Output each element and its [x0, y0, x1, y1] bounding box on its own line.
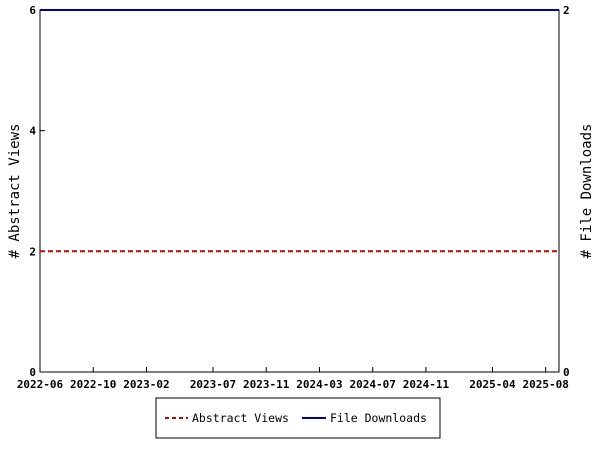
x-tick-label: 2022-10 — [70, 378, 116, 391]
right-tick-labels: 02 — [563, 4, 570, 379]
series-lines — [40, 9, 559, 253]
x-tick-label: 2024-07 — [350, 378, 396, 391]
x-tick-label: 2023-11 — [243, 378, 290, 391]
legend-label-file-downloads: File Downloads — [330, 411, 427, 425]
y-tick-label: 6 — [29, 4, 36, 17]
x-tick-label: 2025-08 — [523, 378, 569, 391]
x-tick-label: 2023-02 — [123, 378, 169, 391]
x-tick-labels: 2022-06 2022-10 2023-02 2023-07 2023-11 2024-… — [17, 378, 569, 391]
legend-box — [155, 397, 441, 439]
y2-tick-label: 0 — [563, 366, 570, 379]
y-axis-title: # Abstract Views — [7, 124, 23, 259]
x-tick-label: 2025-04 — [469, 378, 516, 391]
x-tick-label: 2023-07 — [190, 378, 236, 391]
x-tick-label: 2022-06 — [17, 378, 64, 391]
x-tick-label: 2024-03 — [296, 378, 342, 391]
plot-area — [39, 9, 560, 373]
y2-axis-title: # File Downloads — [579, 124, 595, 259]
y-tick-label: 4 — [29, 125, 36, 138]
legend: Abstract Views File Downloads — [155, 397, 441, 439]
y-tick-label: 0 — [29, 366, 36, 379]
legend-label-abstract-views: Abstract Views — [192, 411, 289, 425]
y2-tick-label: 2 — [563, 4, 570, 17]
x-tick-label: 2024-11 — [403, 378, 450, 391]
left-tick-labels: 0 2 4 6 — [29, 4, 36, 379]
y-tick-label: 2 — [29, 245, 36, 258]
